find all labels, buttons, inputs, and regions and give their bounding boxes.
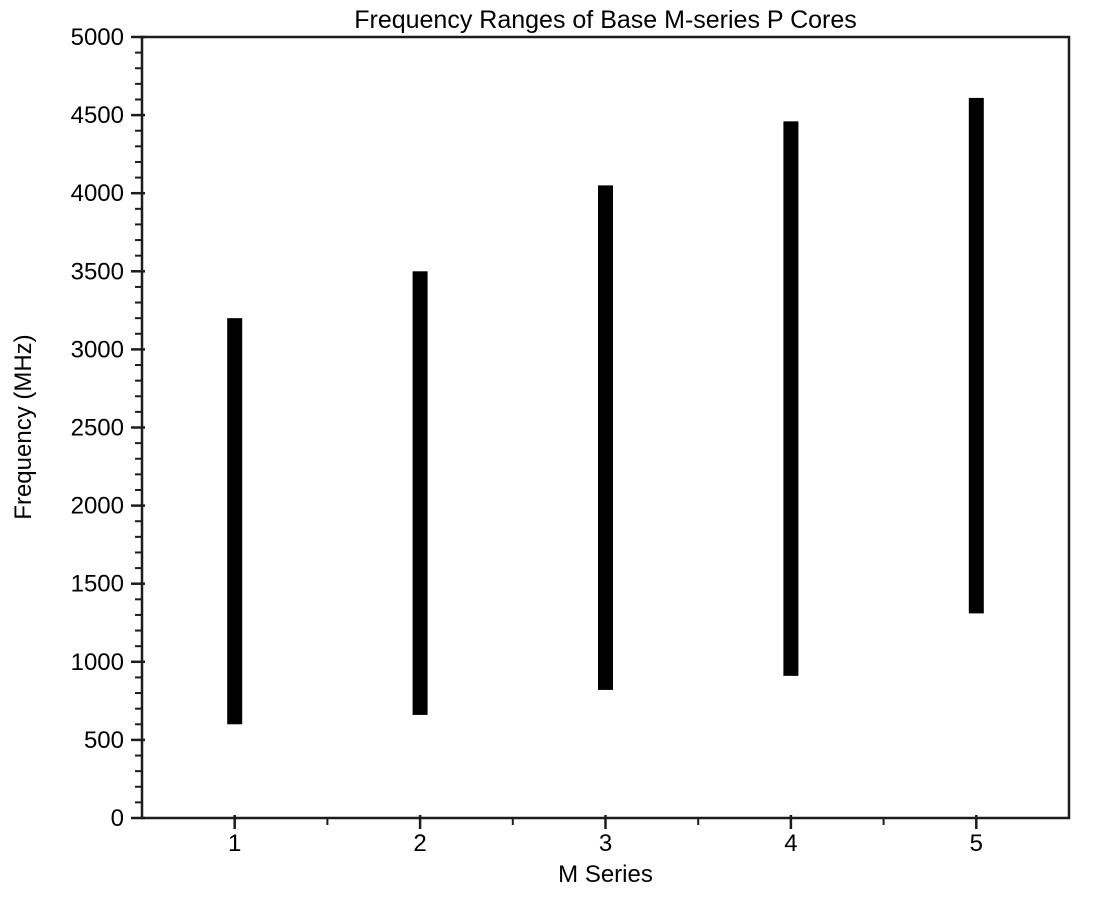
x-tick-label: 5 (970, 830, 983, 857)
y-tick-label: 1000 (71, 649, 124, 676)
y-tick-label: 1500 (71, 571, 124, 598)
y-tick-label: 5000 (71, 24, 124, 51)
range-bar-m5 (968, 97, 984, 614)
y-tick-label: 3500 (71, 258, 124, 285)
x-axis-label: M Series (558, 861, 653, 888)
y-tick-label: 3000 (71, 336, 124, 363)
range-bar-m3 (598, 185, 613, 690)
x-tick-label: 1 (228, 830, 241, 857)
range-bar-m2 (412, 271, 428, 715)
y-tick-label: 4000 (71, 180, 124, 207)
x-tick-label: 4 (784, 830, 797, 857)
y-tick-label: 2500 (71, 415, 124, 442)
y-tick-label: 0 (111, 805, 124, 832)
chart-title: Frequency Ranges of Base M-series P Core… (354, 6, 857, 34)
plot-border (140, 35, 1071, 820)
range-bar-m1 (227, 318, 243, 725)
x-tick-label: 3 (599, 830, 612, 857)
y-tick-label: 2000 (71, 493, 124, 520)
x-tick-label: 2 (413, 830, 426, 857)
range-bar-m4 (783, 121, 799, 676)
y-tick-label: 500 (84, 727, 124, 754)
y-tick-label: 4500 (71, 102, 124, 129)
